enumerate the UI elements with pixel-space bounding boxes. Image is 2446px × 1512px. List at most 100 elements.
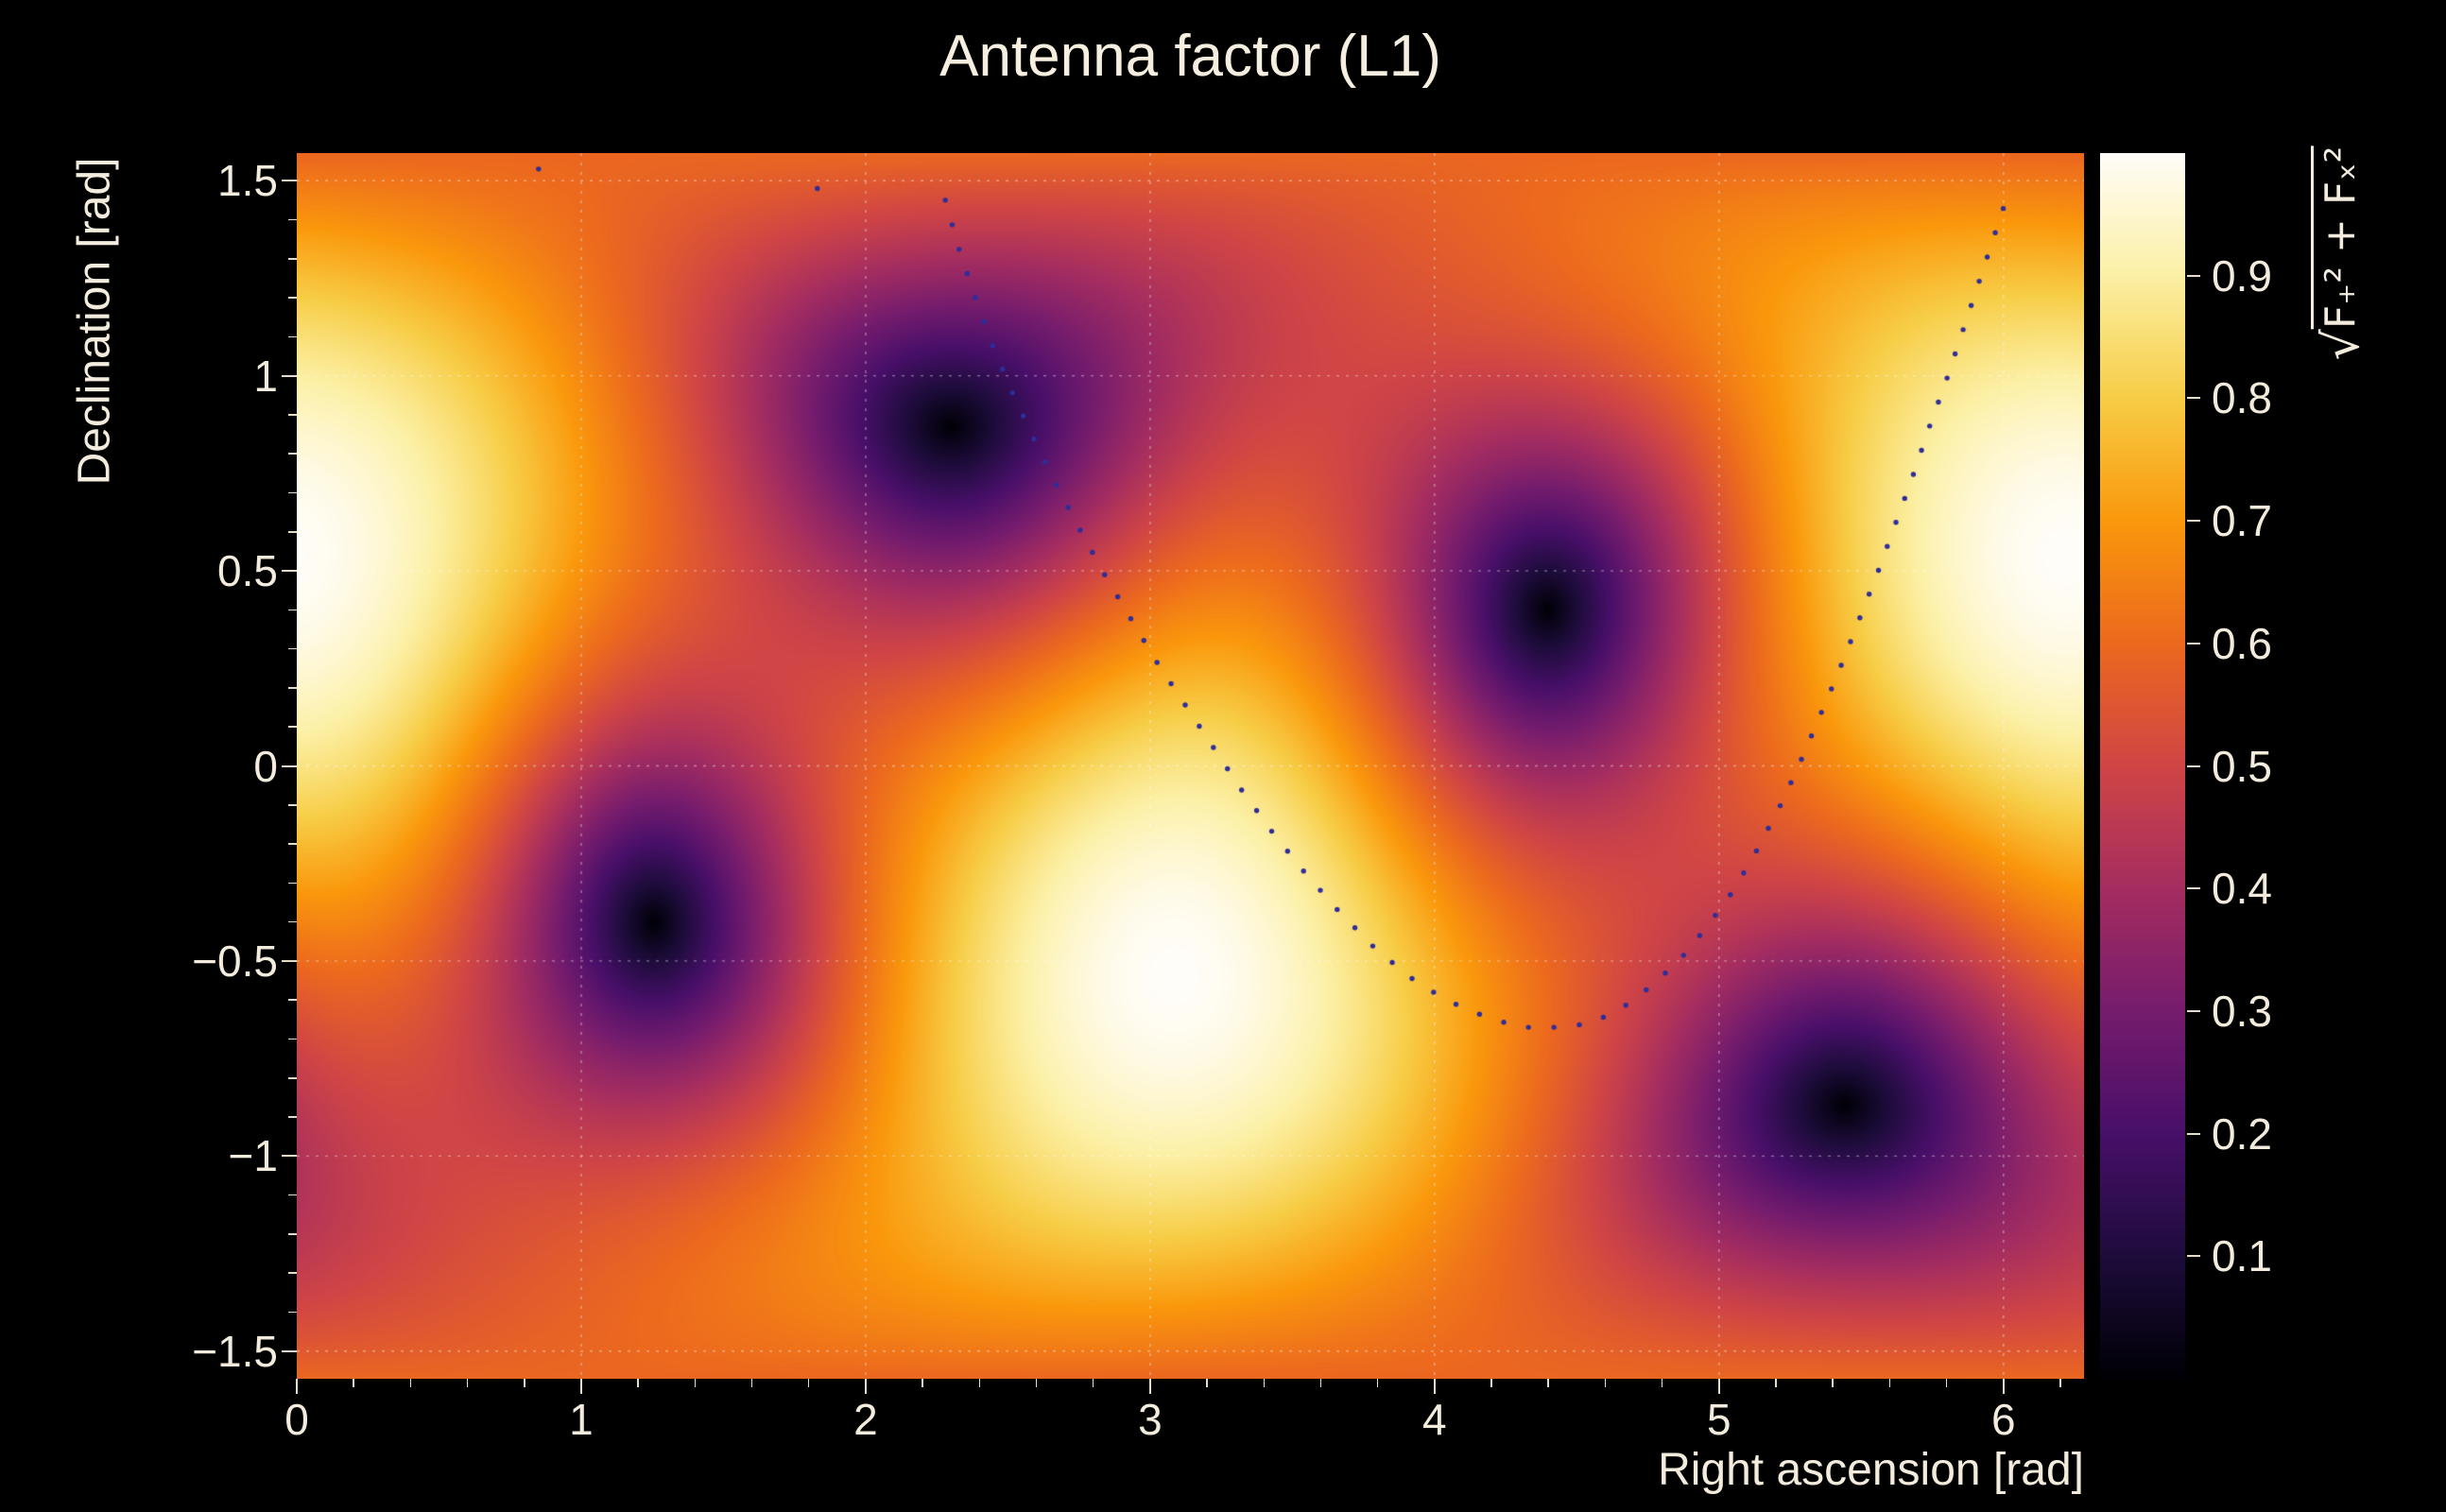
y-tick-label: 1 — [253, 351, 278, 401]
colorbar-tick-label: 0.4 — [2212, 864, 2272, 914]
colorbar-tick — [2187, 274, 2200, 277]
x-tick-label: 1 — [569, 1395, 594, 1444]
y-minor-tick — [288, 843, 297, 845]
y-minor-tick — [288, 1116, 297, 1118]
x-minor-tick — [922, 1379, 923, 1387]
x-major-tick — [1148, 1379, 1151, 1394]
y-minor-tick — [288, 297, 297, 299]
x-minor-tick — [750, 1379, 753, 1387]
colorbar-tick — [2187, 765, 2200, 767]
x-minor-tick — [466, 1379, 469, 1387]
x-minor-tick — [1888, 1379, 1891, 1387]
colorbar-tick — [2187, 642, 2200, 644]
y-major-tick — [282, 1155, 297, 1158]
colorbar-gradient — [2100, 153, 2185, 1379]
x-minor-tick — [1376, 1379, 1379, 1387]
x-major-tick — [2002, 1379, 2005, 1394]
x-axis-title: Right ascension [rad] — [1658, 1445, 2084, 1495]
x-tick-label: 4 — [1422, 1395, 1447, 1444]
x-minor-tick — [1035, 1379, 1038, 1387]
colorbar-tick-label: 0.8 — [2212, 373, 2272, 423]
x-tick-label: 5 — [1707, 1395, 1731, 1444]
y-minor-tick — [288, 1038, 297, 1040]
x-minor-tick — [1832, 1379, 1834, 1387]
y-tick-label: −1 — [228, 1131, 278, 1181]
colorbar-tick — [2187, 397, 2200, 400]
y-minor-tick — [288, 335, 297, 338]
colorbar-tick-label: 0.2 — [2212, 1108, 2272, 1159]
colorbar-tick-label: 0.9 — [2212, 250, 2272, 301]
colorbar-tick-label: 0.3 — [2212, 986, 2272, 1036]
colorbar-tick — [2187, 1009, 2200, 1012]
x-minor-tick — [1319, 1379, 1322, 1387]
colorbar-tick-label: 0.7 — [2212, 496, 2272, 546]
y-minor-tick — [288, 647, 297, 650]
x-minor-tick — [1775, 1379, 1777, 1387]
y-minor-tick — [288, 531, 297, 533]
x-major-tick — [579, 1379, 582, 1394]
y-minor-tick — [288, 414, 297, 416]
y-major-tick — [282, 570, 297, 573]
x-minor-tick — [524, 1379, 525, 1387]
x-minor-tick — [807, 1379, 810, 1387]
x-minor-tick — [409, 1379, 412, 1387]
colorbar-tick-label: 0.6 — [2212, 618, 2272, 668]
colorbar-tick — [2187, 1132, 2200, 1135]
y-major-tick — [282, 1349, 297, 1352]
heatmap-canvas — [297, 153, 2084, 1379]
y-minor-tick — [288, 687, 297, 689]
x-minor-tick — [637, 1379, 639, 1387]
sqrt-symbol: √ — [2314, 329, 2370, 361]
y-minor-tick — [288, 1194, 297, 1196]
x-tick-label: 2 — [853, 1395, 878, 1444]
x-minor-tick — [978, 1379, 981, 1387]
z-axis-radicand: F₊² + Fₓ² — [2311, 146, 2365, 330]
x-tick-label: 6 — [1990, 1395, 2016, 1444]
x-minor-tick — [1547, 1379, 1549, 1387]
colorbar-tick-label: 0.1 — [2212, 1231, 2272, 1281]
x-minor-tick — [1945, 1379, 1948, 1387]
x-minor-tick — [353, 1379, 354, 1387]
y-major-tick — [282, 959, 297, 962]
colorbar-tick-label: 0.5 — [2212, 741, 2272, 791]
y-major-tick — [282, 374, 297, 377]
x-minor-tick — [694, 1379, 697, 1387]
y-tick-label: −1.5 — [192, 1326, 278, 1376]
colorbar-tick — [2187, 887, 2200, 890]
colorbar-tick — [2187, 1255, 2200, 1258]
y-tick-label: 0.5 — [217, 546, 278, 596]
x-tick-label: 0 — [284, 1395, 309, 1444]
x-minor-tick — [1490, 1379, 1492, 1387]
y-minor-tick — [288, 1311, 297, 1314]
y-minor-tick — [288, 882, 297, 885]
x-tick-label: 3 — [1138, 1395, 1163, 1444]
x-minor-tick — [1092, 1379, 1094, 1387]
x-minor-tick — [1661, 1379, 1663, 1387]
y-minor-tick — [288, 218, 297, 221]
x-major-tick — [864, 1379, 867, 1394]
y-axis-title: Declination [rad] — [69, 157, 120, 486]
y-minor-tick — [288, 609, 297, 611]
y-minor-tick — [288, 726, 297, 728]
y-tick-label: 1.5 — [217, 156, 278, 206]
x-major-tick — [1433, 1379, 1436, 1394]
y-major-tick — [282, 180, 297, 182]
y-minor-tick — [288, 258, 297, 260]
y-minor-tick — [288, 1233, 297, 1235]
y-tick-label: 0 — [253, 741, 278, 791]
x-major-tick — [1717, 1379, 1720, 1394]
x-minor-tick — [1263, 1379, 1266, 1387]
colorbar-tick — [2187, 520, 2200, 523]
y-major-tick — [282, 765, 297, 767]
y-minor-tick — [288, 1077, 297, 1079]
x-minor-tick — [1604, 1379, 1607, 1387]
x-minor-tick — [2059, 1379, 2061, 1387]
y-minor-tick — [288, 491, 297, 494]
y-minor-tick — [288, 920, 297, 923]
chart-title: Antenna factor (L1) — [939, 24, 1441, 89]
x-major-tick — [296, 1379, 298, 1394]
y-minor-tick — [288, 1272, 297, 1274]
y-minor-tick — [288, 453, 297, 455]
y-tick-label: −0.5 — [192, 936, 278, 986]
